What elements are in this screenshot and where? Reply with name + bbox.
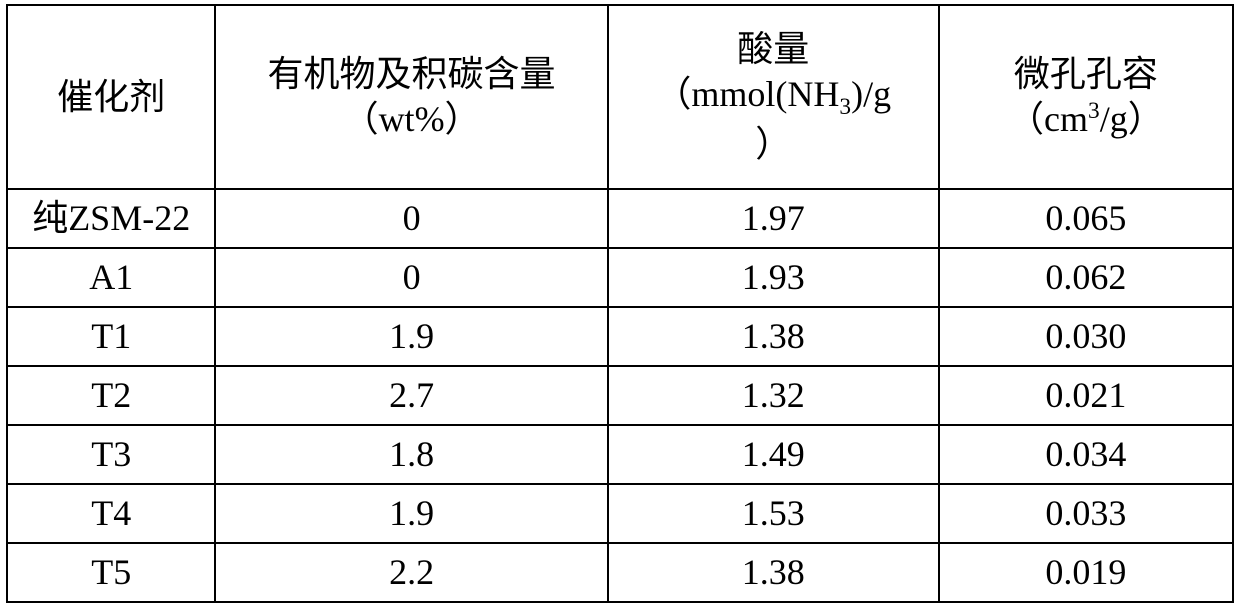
catalyst-table-container: 催化剂 有机物及积碳含量 （wt%） 酸量 （mmol(NH3)/g） 微孔孔容… [0,0,1240,598]
col-header-pore: 微孔孔容 （cm3/g） [939,5,1233,189]
cell-carbon: 2.2 [215,543,607,602]
cell-acid: 1.32 [608,366,939,425]
col-header-catalyst: 催化剂 [7,5,215,189]
col-header-carbon-label: 有机物及积碳含量 [268,54,556,94]
table-row: T2 2.7 1.32 0.021 [7,366,1233,425]
cell-catalyst: 纯ZSM-22 [7,189,215,248]
cell-pore: 0.021 [939,366,1233,425]
table-row: T1 1.9 1.38 0.030 [7,307,1233,366]
cell-acid: 1.93 [608,248,939,307]
col-header-acid-unit: （mmol(NH3)/g） [655,74,891,164]
cell-pore: 0.062 [939,248,1233,307]
table-row: T5 2.2 1.38 0.019 [7,543,1233,602]
cell-acid: 1.38 [608,307,939,366]
cell-acid: 1.97 [608,189,939,248]
cell-carbon: 1.9 [215,484,607,543]
catalyst-table: 催化剂 有机物及积碳含量 （wt%） 酸量 （mmol(NH3)/g） 微孔孔容… [6,4,1234,603]
cell-carbon: 1.9 [215,307,607,366]
col-header-catalyst-label: 催化剂 [57,77,165,117]
cell-carbon: 0 [215,248,607,307]
cell-carbon: 2.7 [215,366,607,425]
cell-catalyst: T2 [7,366,215,425]
col-header-pore-label: 微孔孔容 [1014,54,1158,94]
col-header-pore-unit: （cm3/g） [1008,99,1164,139]
table-row: T3 1.8 1.49 0.034 [7,425,1233,484]
cell-pore: 0.019 [939,543,1233,602]
col-header-carbon: 有机物及积碳含量 （wt%） [215,5,607,189]
col-header-carbon-unit: （wt%） [343,99,481,139]
cell-catalyst: T3 [7,425,215,484]
cell-carbon: 1.8 [215,425,607,484]
col-header-acid: 酸量 （mmol(NH3)/g） [608,5,939,189]
cell-acid: 1.49 [608,425,939,484]
cell-catalyst: T4 [7,484,215,543]
cell-carbon: 0 [215,189,607,248]
table-row: T4 1.9 1.53 0.033 [7,484,1233,543]
table-row: 纯ZSM-22 0 1.97 0.065 [7,189,1233,248]
table-row: A1 0 1.93 0.062 [7,248,1233,307]
cell-pore: 0.065 [939,189,1233,248]
table-header-row: 催化剂 有机物及积碳含量 （wt%） 酸量 （mmol(NH3)/g） 微孔孔容… [7,5,1233,189]
cell-catalyst: T1 [7,307,215,366]
cell-catalyst: A1 [7,248,215,307]
cell-acid: 1.38 [608,543,939,602]
cell-acid: 1.53 [608,484,939,543]
cell-catalyst: T5 [7,543,215,602]
cell-pore: 0.033 [939,484,1233,543]
cell-pore: 0.034 [939,425,1233,484]
cell-pore: 0.030 [939,307,1233,366]
col-header-acid-label: 酸量 [737,29,809,69]
